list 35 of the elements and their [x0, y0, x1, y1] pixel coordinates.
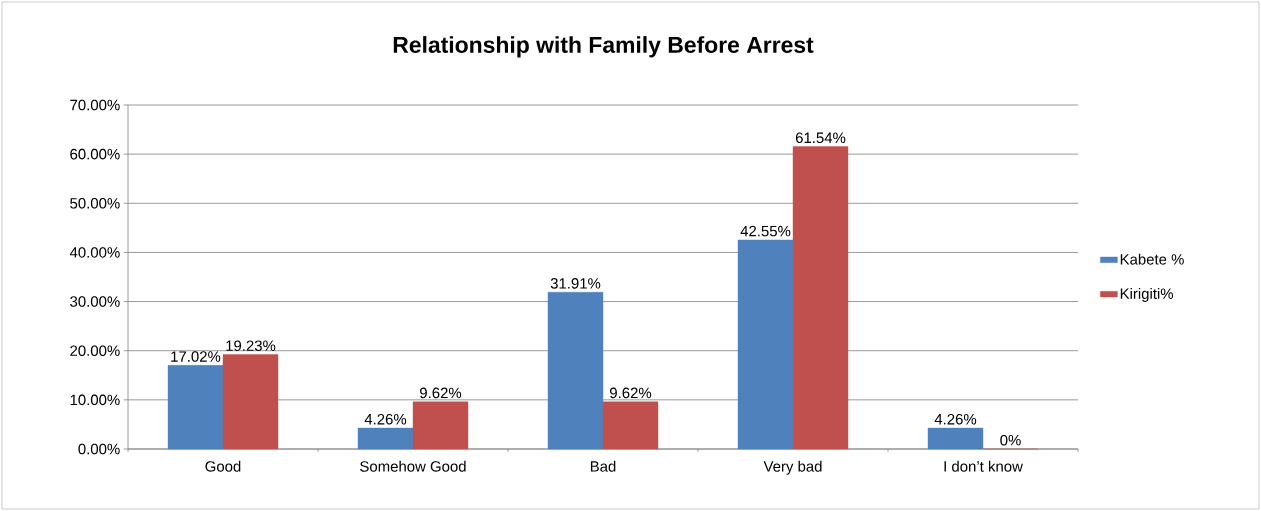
data-label: 19.23% — [226, 340, 276, 351]
y-tick-label: 0.00% — [78, 443, 120, 455]
data-label: 4.26% — [364, 413, 407, 425]
bar — [602, 401, 659, 450]
y-tick-label: 50.00% — [70, 197, 120, 209]
bar — [927, 427, 984, 450]
data-label: 9.62% — [420, 387, 462, 399]
data-label: 17.02% — [171, 351, 221, 362]
y-tick-label: 70.00% — [70, 99, 120, 111]
data-label: 61.54% — [795, 132, 846, 144]
x-tick-label: Very bad — [763, 460, 822, 475]
data-label: 4.26% — [934, 413, 977, 425]
bar — [222, 354, 279, 450]
bar — [737, 239, 794, 450]
y-tick-label: 60.00% — [70, 148, 120, 160]
bar — [167, 365, 224, 450]
bar — [357, 427, 414, 450]
y-tick-label: 30.00% — [70, 296, 120, 307]
legend-label: Kabete % — [1120, 253, 1184, 265]
x-tick-label: Good — [205, 460, 241, 472]
chart-title: Relationship with Family Before Arrest — [393, 36, 814, 58]
data-label: 31.91% — [550, 278, 601, 289]
data-label: 42.55% — [740, 225, 791, 237]
data-label: 9.62% — [610, 387, 652, 399]
y-tick-label: 20.00% — [70, 345, 120, 356]
x-tick-label: Somehow Good — [360, 460, 466, 472]
x-tick-label: Bad — [590, 460, 616, 472]
legend-label: Kirigiti% — [1120, 287, 1174, 302]
bar — [412, 401, 469, 450]
bar — [792, 146, 849, 450]
data-label: 0% — [1000, 434, 1021, 446]
y-tick-label: 40.00% — [69, 247, 120, 258]
bar — [547, 291, 604, 450]
x-tick-label: I don’t know — [944, 460, 1023, 472]
y-tick-label: 10.00% — [70, 394, 120, 406]
